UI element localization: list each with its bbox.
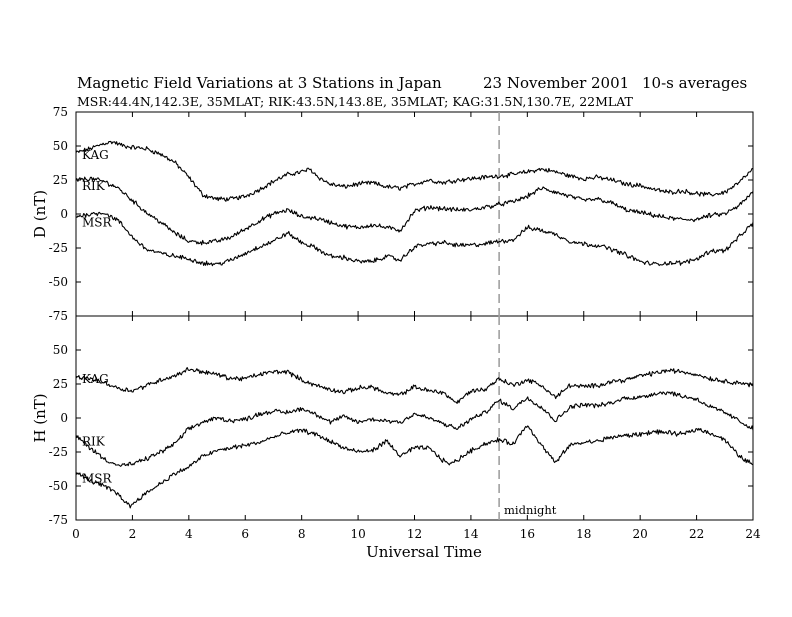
bottom-panel-ylabel: H (nT) xyxy=(31,393,49,442)
chart-title: Magnetic Field Variations at 3 Stations … xyxy=(77,74,442,92)
x-tick-label: 0 xyxy=(72,527,80,541)
x-tick-label: 22 xyxy=(689,527,704,541)
x-tick-label: 12 xyxy=(407,527,422,541)
y-tick-label: 0 xyxy=(60,411,68,425)
y-tick-label: 25 xyxy=(53,173,68,187)
station-label-msr: MSR xyxy=(82,216,113,230)
y-tick-label: -50 xyxy=(49,479,68,493)
y-tick-label: -75 xyxy=(49,513,68,527)
trace-msr-bottom xyxy=(75,425,754,509)
trace-msr-top xyxy=(75,211,754,267)
x-tick-label: 6 xyxy=(241,527,249,541)
y-tick-label: 25 xyxy=(53,377,68,391)
x-axis-title: Universal Time xyxy=(366,543,482,561)
traces-layer: KAG RIK MSR KAG RIK MSR xyxy=(75,140,754,509)
station-label-kag: KAG xyxy=(82,148,109,162)
midnight-label: midnight xyxy=(504,503,557,517)
station-label-kag: KAG xyxy=(82,372,109,386)
chart-averaging: 10-s averages xyxy=(642,74,747,92)
trace-rik-bottom xyxy=(75,391,754,467)
y-tick-label: 50 xyxy=(53,343,68,357)
station-label-rik: RIK xyxy=(82,179,106,193)
y-tick-label: -50 xyxy=(49,275,68,289)
station-label-msr: MSR xyxy=(82,471,113,485)
x-tick-label: 16 xyxy=(520,527,535,541)
x-tick-label: 2 xyxy=(129,527,137,541)
x-tick-label: 24 xyxy=(745,527,761,541)
y-tick-label: -25 xyxy=(49,445,68,459)
x-tick-label: 8 xyxy=(298,527,306,541)
x-tick-label: 18 xyxy=(576,527,591,541)
bottom-panel-frame xyxy=(75,315,754,521)
y-tick-label: 75 xyxy=(53,105,68,119)
y-tick-label: -25 xyxy=(49,241,68,255)
station-label-rik: RIK xyxy=(82,435,106,449)
y-tick-label: -75 xyxy=(49,309,68,323)
x-tick-label: 14 xyxy=(463,527,479,541)
chart-date: 23 November 2001 xyxy=(483,74,629,92)
y-tick-label: 50 xyxy=(53,139,68,153)
x-tick-label: 4 xyxy=(185,527,193,541)
x-tick-label: 20 xyxy=(633,527,648,541)
trace-kag-bottom xyxy=(75,367,754,404)
top-panel-ylabel: D (nT) xyxy=(31,190,49,238)
trace-kag-top xyxy=(75,140,754,202)
y-tick-label: 0 xyxy=(60,207,68,221)
trace-rik-top xyxy=(75,176,754,246)
station-coordinates: MSR:44.4N,142.3E, 35MLAT; RIK:43.5N,143.… xyxy=(77,94,634,109)
x-tick-label: 10 xyxy=(350,527,365,541)
